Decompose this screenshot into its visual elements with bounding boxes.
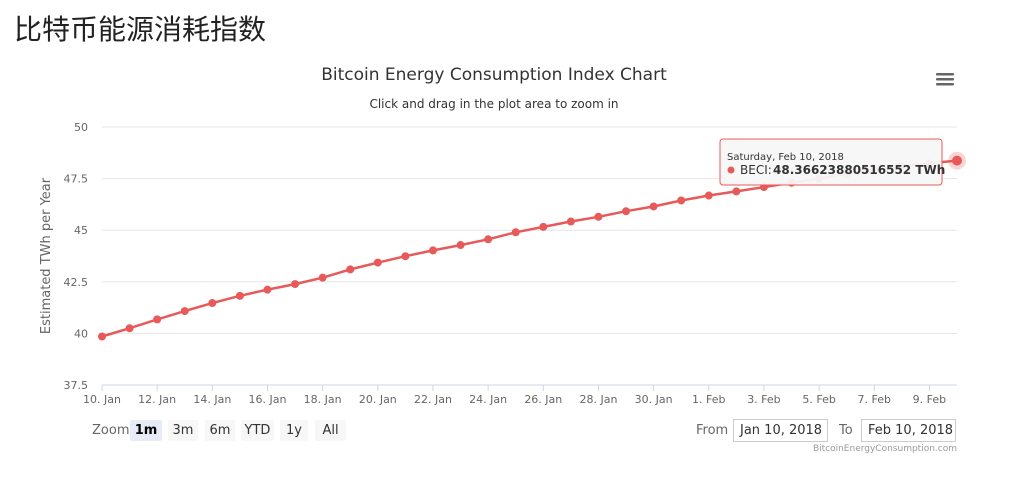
chart-subtitle: Click and drag in the plot area to zoom … xyxy=(369,97,618,111)
zoom-ytd-button[interactable]: YTD xyxy=(241,420,274,441)
zoom-all-button[interactable]: All xyxy=(315,420,346,441)
zoom-3m-button[interactable]: 3m xyxy=(168,420,198,441)
x-tick-label: 24. Jan xyxy=(469,393,507,406)
data-point[interactable] xyxy=(98,332,106,341)
x-tick-label: 18. Jan xyxy=(304,393,342,406)
y-tick-label: 50 xyxy=(74,121,88,134)
x-tick-label: 28. Jan xyxy=(579,393,617,406)
hamburger-icon[interactable] xyxy=(936,73,954,86)
data-point[interactable] xyxy=(732,187,741,196)
tooltip-series: BECI: xyxy=(740,163,772,177)
x-tick-label: 30. Jan xyxy=(635,393,673,406)
zoom-1y-button[interactable]: 1y xyxy=(280,420,308,441)
data-point[interactable] xyxy=(594,212,603,221)
data-point[interactable] xyxy=(622,207,631,216)
x-tick-label: 20. Jan xyxy=(359,393,397,406)
y-tick-label: 47.5 xyxy=(64,173,89,186)
chart-title: Bitcoin Energy Consumption Index Chart xyxy=(321,65,667,85)
to-date-input[interactable]: Feb 10, 2018 xyxy=(861,419,956,442)
x-tick-label: 12. Jan xyxy=(138,393,176,406)
data-point[interactable] xyxy=(208,299,217,308)
data-point[interactable] xyxy=(566,217,575,226)
y-tick-label: 37.5 xyxy=(64,379,89,392)
data-point[interactable] xyxy=(180,307,189,316)
x-tick-label: 16. Jan xyxy=(249,393,287,406)
data-point[interactable] xyxy=(291,280,300,289)
data-point[interactable] xyxy=(235,291,244,300)
tooltip-value: 48.36623880516552 TWh xyxy=(773,163,945,177)
data-point[interactable] xyxy=(539,222,548,231)
tooltip-marker xyxy=(727,166,735,174)
data-point[interactable] xyxy=(125,324,134,333)
y-tick-label: 42.5 xyxy=(64,276,89,289)
data-point[interactable] xyxy=(153,315,162,324)
tooltip: Saturday, Feb 10, 2018 BECI: 48.36623880… xyxy=(719,138,945,186)
y-axis-label: Estimated TWh per Year xyxy=(39,177,54,334)
data-point[interactable] xyxy=(373,258,382,267)
series-line[interactable] xyxy=(101,159,958,338)
x-tick-label: 14. Jan xyxy=(193,393,231,406)
x-tick-label: 3. Feb xyxy=(747,393,780,406)
tooltip-date: Saturday, Feb 10, 2018 xyxy=(727,152,844,163)
x-axis: 10. Jan 12. Jan 14. Jan 16. Jan 18. Jan 20. J… xyxy=(83,384,957,406)
x-tick-label: 5. Feb xyxy=(802,393,835,406)
x-tick-label: 9. Feb xyxy=(913,393,946,406)
data-point[interactable] xyxy=(428,246,437,255)
data-point[interactable] xyxy=(649,202,658,211)
data-point[interactable] xyxy=(952,155,962,166)
x-tick-label: 10. Jan xyxy=(83,393,121,406)
credits-link[interactable]: BitcoinEnergyConsumption.com xyxy=(812,444,957,454)
x-tick-label: 7. Feb xyxy=(858,393,891,406)
x-tick-label: 22. Jan xyxy=(414,393,452,406)
data-point[interactable] xyxy=(511,228,520,237)
data-point[interactable] xyxy=(704,191,713,200)
zoom-label: Zoom xyxy=(92,423,130,438)
data-point[interactable] xyxy=(456,241,465,250)
y-axis: 37.5 40 42.5 45 47.5 50 xyxy=(64,121,89,392)
data-point[interactable] xyxy=(346,265,355,274)
data-point[interactable] xyxy=(318,273,327,282)
x-tick-label: 26. Jan xyxy=(524,393,562,406)
from-date-input[interactable]: Jan 10, 2018 xyxy=(733,419,828,442)
data-point[interactable] xyxy=(677,196,686,205)
from-label: From xyxy=(696,423,729,438)
y-tick-label: 45 xyxy=(74,224,88,237)
x-tick-label: 1. Feb xyxy=(692,393,725,406)
page-title: 比特币能源消耗指数 xyxy=(14,13,267,46)
zoom-6m-button[interactable]: 6m xyxy=(205,420,235,441)
data-point[interactable] xyxy=(401,252,410,261)
zoom-1m-button[interactable]: 1m xyxy=(130,420,162,441)
y-tick-label: 40 xyxy=(74,327,88,340)
to-label: To xyxy=(839,423,853,438)
data-point[interactable] xyxy=(263,285,272,294)
data-point[interactable] xyxy=(484,235,493,244)
